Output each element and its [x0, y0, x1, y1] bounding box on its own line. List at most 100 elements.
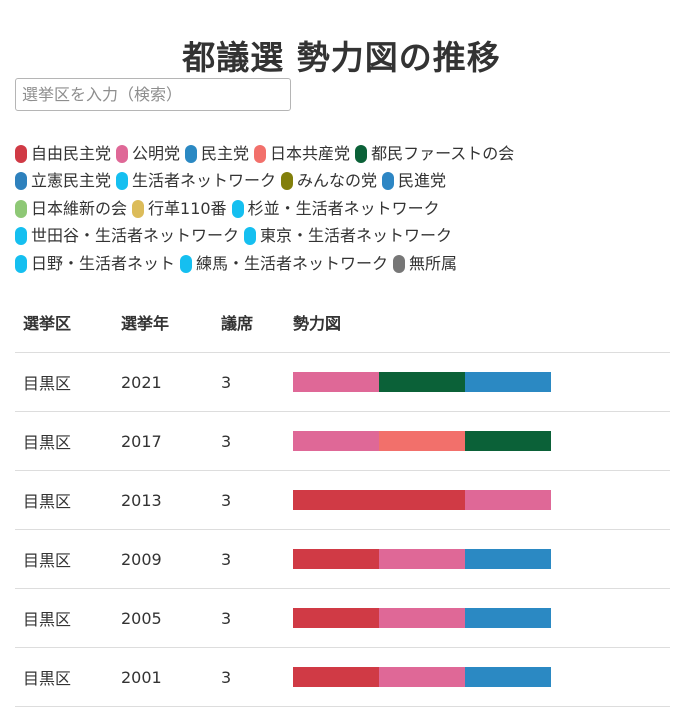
cell-seats: 3: [213, 588, 285, 648]
legend-swatch: [281, 172, 294, 191]
legend-item-mushozoku: 無所属: [393, 254, 457, 274]
legend-row: 世田谷・生活者ネットワーク 東京・生活者ネットワーク: [15, 223, 675, 251]
legend-item-tokyo: 東京・生活者ネットワーク: [244, 226, 452, 246]
cell-district: 目黒区: [15, 588, 113, 648]
legend-item-seikatsusha: 生活者ネットワーク: [116, 171, 276, 191]
legend-label: 日野・生活者ネット: [31, 253, 176, 273]
cell-seats: 3: [213, 352, 285, 412]
table-row: 目黒区 2005 3: [15, 588, 670, 648]
legend-item-hino: 日野・生活者ネット: [15, 254, 175, 274]
legend-row: 日野・生活者ネット 練馬・生活者ネットワーク 無所属: [15, 250, 675, 278]
table-header-row: 選挙区 選挙年 議席 勢力図: [15, 292, 670, 353]
seat-segment-komei: [379, 608, 465, 628]
seat-segment-jimin: [293, 549, 379, 569]
seat-segment-tomin: [379, 372, 465, 392]
cell-seats: 3: [213, 470, 285, 530]
header-seats[interactable]: 議席: [213, 292, 285, 353]
seat-segment-komei: [379, 549, 465, 569]
legend-label: 都民ファーストの会: [371, 143, 515, 163]
legend-item-rikken: 立憲民主党: [15, 171, 111, 191]
cell-year: 2013: [113, 470, 213, 530]
legend-label: 東京・生活者ネットワーク: [260, 226, 453, 246]
legend-swatch: [185, 144, 198, 163]
cell-district: 目黒区: [15, 470, 113, 530]
legend-swatch: [132, 199, 145, 218]
table-body: 目黒区 2021 3 目黒区 2017 3 目黒区 2013 3 目黒区 2009 3 目黒区 2005 3…: [15, 352, 670, 707]
legend-item-minshu: 民主党: [185, 144, 249, 164]
table-row: 目黒区 2001 3: [15, 647, 670, 707]
power-map-bar: [293, 490, 551, 510]
header-district[interactable]: 選挙区: [15, 292, 113, 353]
seat-segment-minshu: [465, 372, 551, 392]
legend-swatch: [382, 172, 395, 191]
cell-power-map: [285, 647, 670, 707]
cell-year: 2005: [113, 588, 213, 648]
legend-item-setagaya: 世田谷・生活者ネットワーク: [15, 226, 239, 246]
legend-swatch: [116, 172, 129, 191]
header-year[interactable]: 選挙年: [113, 292, 213, 353]
seat-segment-jimin: [293, 608, 379, 628]
seat-segment-minshu: [465, 667, 551, 687]
legend-item-minshin: 民進党: [382, 171, 446, 191]
table-row: 目黒区 2017 3: [15, 411, 670, 471]
legend-label: 民進党: [398, 171, 447, 191]
header-power-map: 勢力図: [285, 292, 670, 353]
seat-segment-kyosan: [379, 431, 465, 451]
legend-item-komei: 公明党: [116, 144, 180, 164]
party-legend: 自由民主党 公明党 民主党 日本共産党 都民ファーストの会 立憲民主党 生活者ネットワークみ…: [15, 140, 675, 278]
legend-label: みんなの党: [297, 171, 378, 191]
legend-item-kokaku: 行革110番: [132, 199, 227, 219]
seat-segment-komei: [465, 490, 551, 510]
legend-swatch: [231, 199, 244, 218]
seat-segment-komei: [293, 431, 379, 451]
legend-item-jimin: 自由民主党: [15, 144, 111, 164]
legend-swatch: [15, 227, 27, 246]
legend-row: 日本維新の会 行革110番 杉並・生活者ネットワーク: [15, 195, 675, 223]
legend-label: 公明党: [132, 143, 181, 163]
cell-seats: 3: [213, 529, 285, 589]
power-map-bar: [293, 549, 551, 569]
power-map-bar: [293, 608, 551, 628]
seat-segment-minshu: [465, 608, 551, 628]
cell-year: 2021: [113, 352, 213, 412]
seat-segment-jimin: [293, 490, 379, 510]
table-row: 目黒区 2009 3: [15, 529, 670, 589]
search-input[interactable]: [15, 78, 291, 111]
seat-segment-jimin: [379, 490, 465, 510]
cell-district: 目黒区: [15, 352, 113, 412]
legend-swatch: [254, 144, 267, 163]
legend-label: 日本維新の会: [31, 198, 128, 218]
legend-label: 生活者ネットワーク: [132, 171, 277, 191]
legend-item-ishin: 日本維新の会: [15, 199, 127, 219]
legend-swatch: [355, 144, 368, 163]
legend-label: 日本共産党: [270, 143, 351, 163]
legend-label: 自由民主党: [31, 143, 112, 163]
cell-power-map: [285, 411, 670, 471]
legend-item-minna: みんなの党: [281, 171, 377, 191]
cell-district: 目黒区: [15, 411, 113, 471]
power-map-bar: [293, 667, 551, 687]
cell-year: 2001: [113, 647, 213, 707]
cell-seats: 3: [213, 411, 285, 471]
results-table: 選挙区 選挙年 議席 勢力図 目黒区 2021 3 目黒区 2017 3 目黒区 2013 3 目…: [15, 292, 670, 707]
seat-segment-jimin: [293, 667, 379, 687]
legend-label: 世田谷・生活者ネットワーク: [31, 226, 240, 246]
legend-swatch: [180, 254, 193, 273]
cell-power-map: [285, 352, 670, 412]
legend-row: 立憲民主党 生活者ネットワーク みんなの党 民進党: [15, 168, 675, 196]
legend-item-tomin: 都民ファーストの会: [355, 144, 514, 164]
legend-item-kyosan: 日本共産党: [254, 144, 350, 164]
legend-label: 立憲民主党: [31, 171, 112, 191]
legend-label: 行革110番: [148, 198, 227, 218]
legend-label: 無所属: [409, 253, 458, 273]
legend-label: 練馬・生活者ネットワーク: [196, 253, 389, 273]
legend-label: 民主党: [201, 143, 250, 163]
legend-item-suginami: 杉並・生活者ネットワーク: [231, 199, 440, 219]
cell-seats: 3: [213, 647, 285, 707]
seat-segment-komei: [293, 372, 379, 392]
legend-swatch: [393, 254, 406, 273]
cell-district: 目黒区: [15, 529, 113, 589]
page-title: 都議選 勢力図の推移: [182, 38, 501, 78]
cell-power-map: [285, 588, 670, 648]
legend-row: 自由民主党 公明党 民主党 日本共産党 都民ファーストの会: [15, 140, 675, 168]
